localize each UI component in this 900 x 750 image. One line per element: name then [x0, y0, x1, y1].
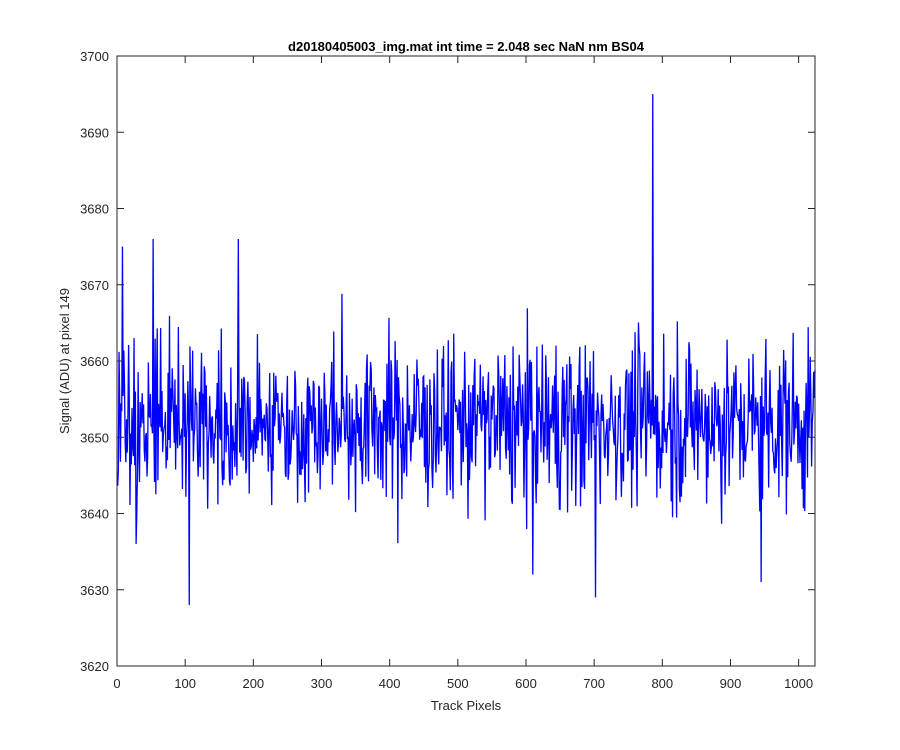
- series-layer: [117, 94, 816, 606]
- chart-title: d20180405003_img.mat int time = 2.048 se…: [288, 39, 645, 54]
- x-tick-label: 300: [311, 676, 333, 691]
- signal-series-line: [117, 94, 816, 606]
- y-tick-label: 3670: [80, 278, 109, 293]
- x-tick-label: 1000: [784, 676, 813, 691]
- x-tick-label: 600: [515, 676, 537, 691]
- y-axis-label: Signal (ADU) at pixel 149: [57, 288, 72, 434]
- x-tick-label: 0: [113, 676, 120, 691]
- y-tick-label: 3690: [80, 125, 109, 140]
- axes-box: [116, 55, 816, 667]
- y-tick-label: 3640: [80, 507, 109, 522]
- x-axis-label: Track Pixels: [431, 698, 502, 713]
- y-tick-label: 3620: [80, 659, 109, 674]
- x-tick-label: 900: [720, 676, 742, 691]
- x-tick-label: 100: [174, 676, 196, 691]
- x-tick-label: 800: [651, 676, 673, 691]
- x-tick-label: 700: [583, 676, 605, 691]
- x-tick-label: 400: [379, 676, 401, 691]
- y-tick-label: 3680: [80, 202, 109, 217]
- y-tick-label: 3650: [80, 430, 109, 445]
- y-tick-label: 3700: [80, 49, 109, 64]
- tick-layer: 0 100 200 300 400 500 600 700 800 900 1000 3620 3630…: [80, 49, 815, 691]
- y-tick-label: 3660: [80, 354, 109, 369]
- y-tick-label: 3630: [80, 583, 109, 598]
- x-tick-label: 200: [242, 676, 264, 691]
- x-tick-label: 500: [447, 676, 469, 691]
